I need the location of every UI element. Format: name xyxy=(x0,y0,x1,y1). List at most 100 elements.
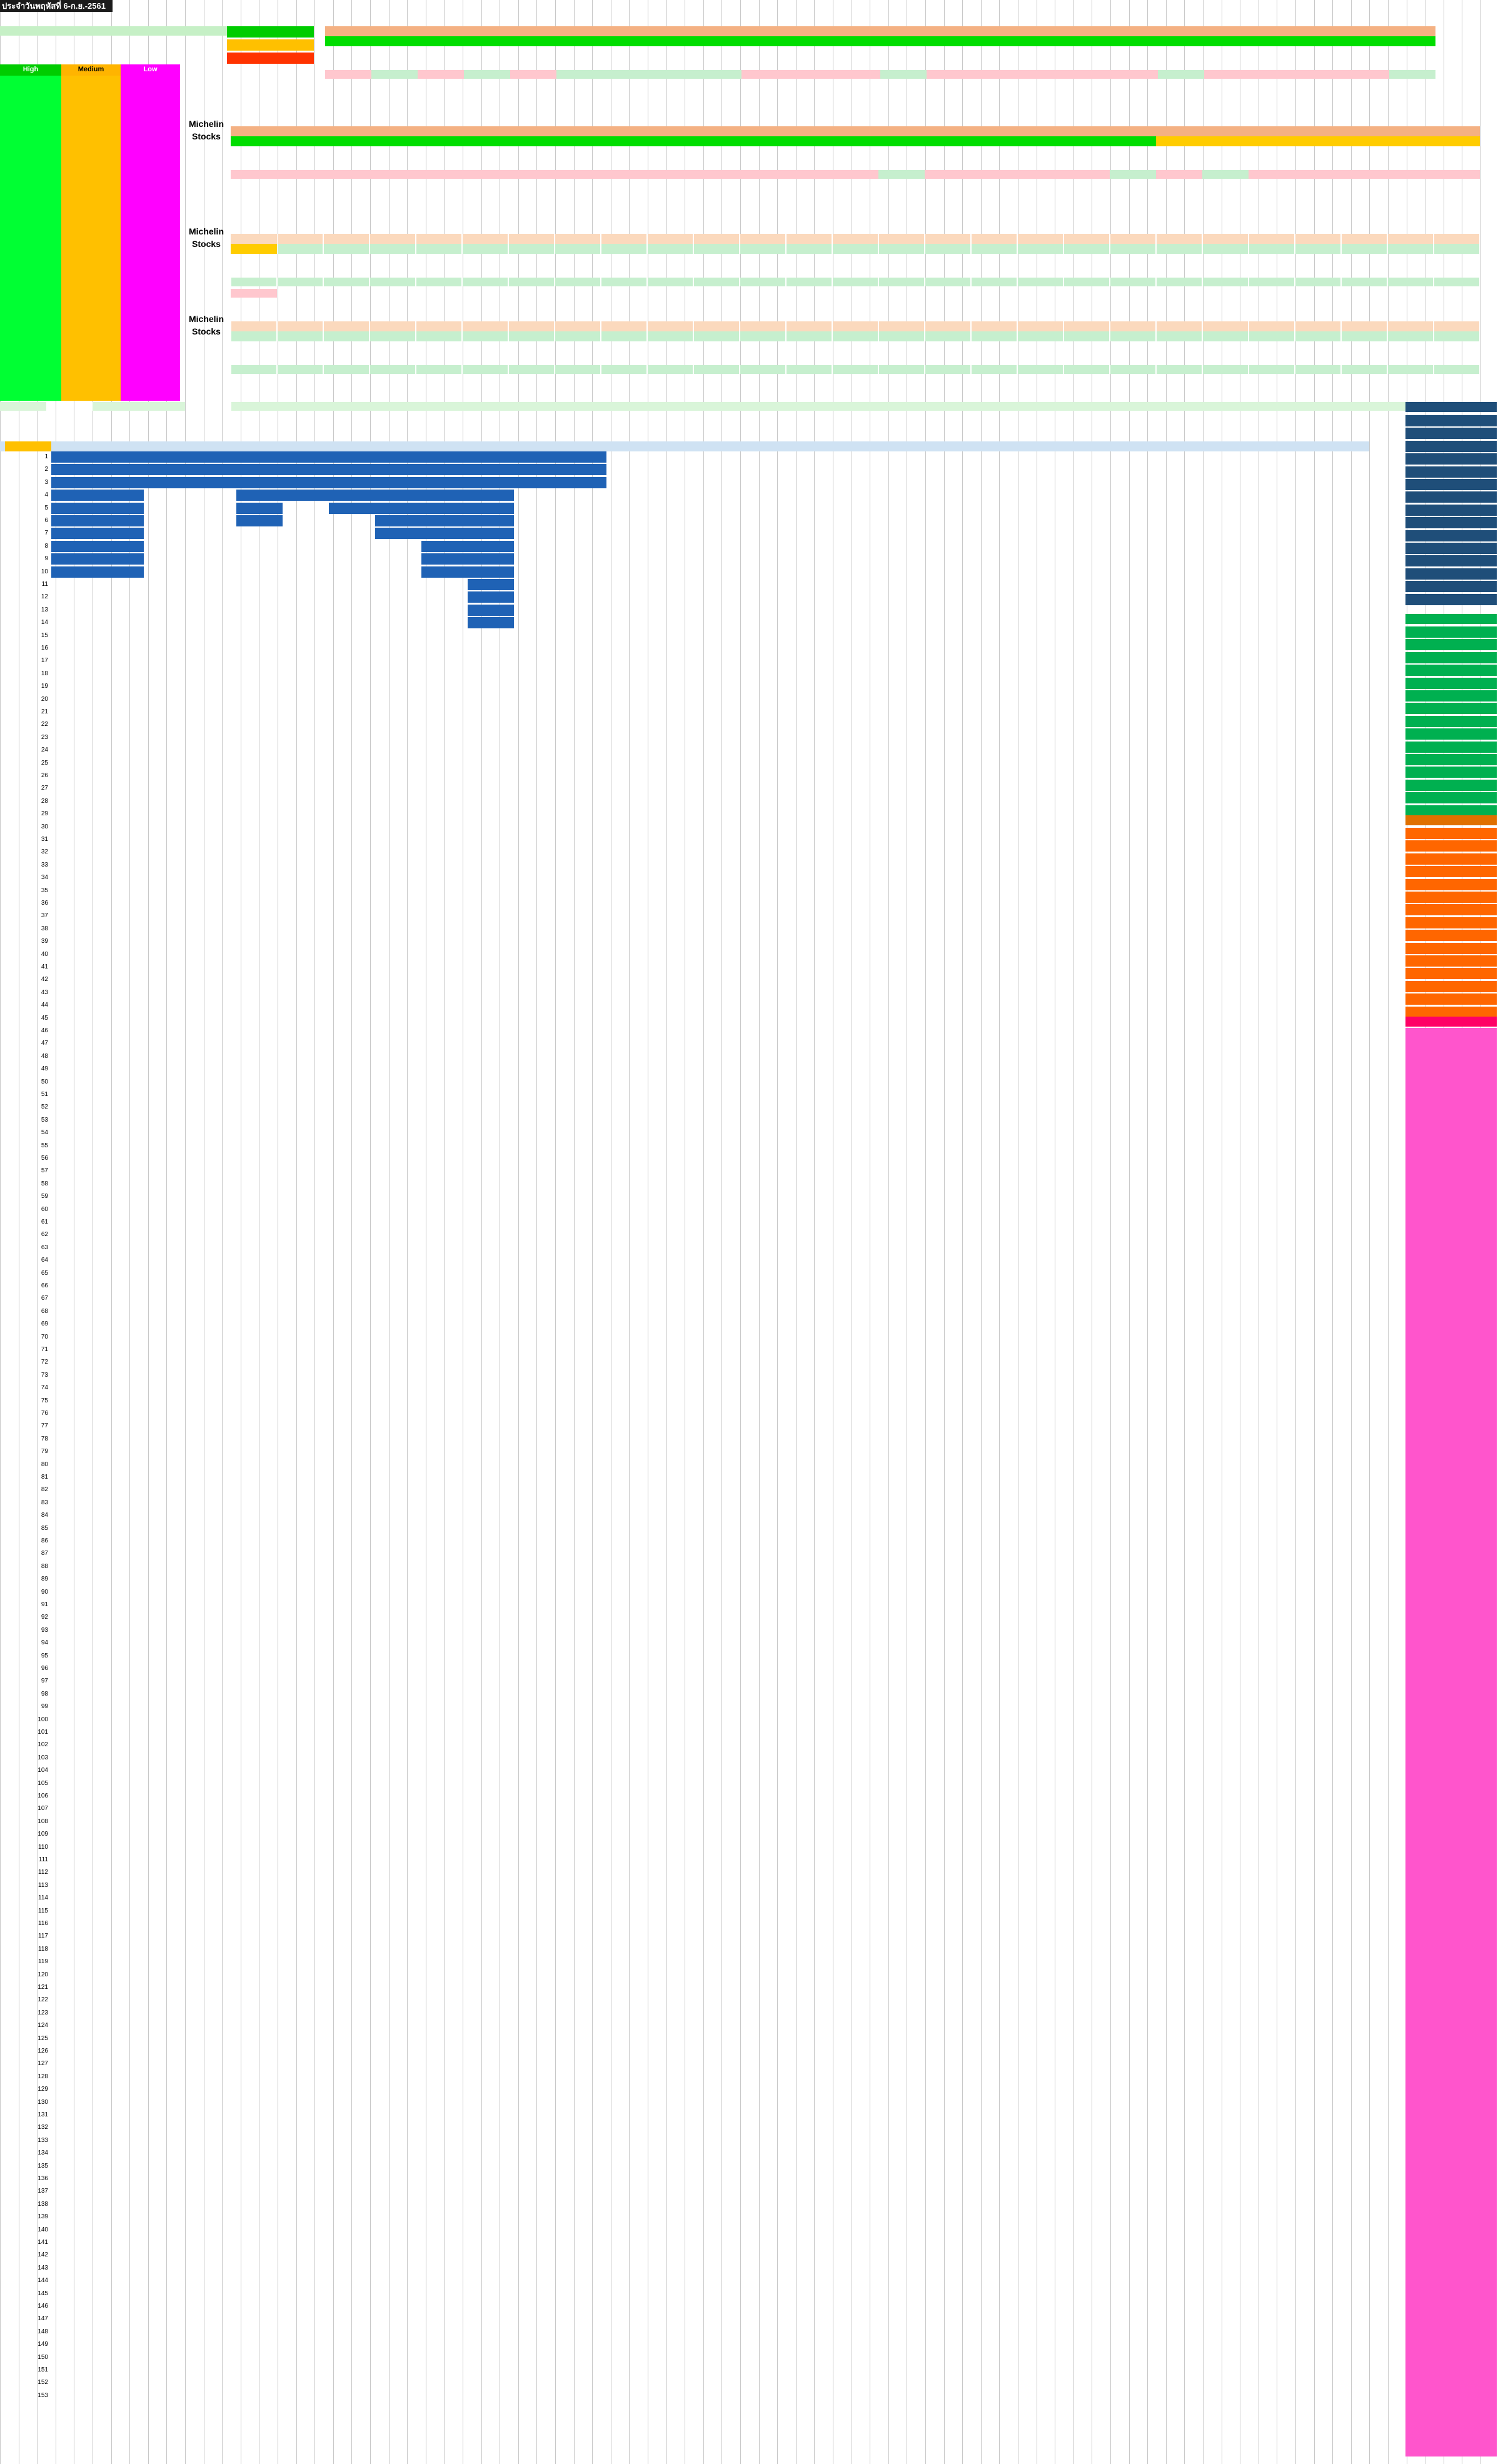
stock-cell[interactable] xyxy=(190,490,236,501)
warrant-symbol[interactable] xyxy=(1405,1591,1451,1602)
stock-cell[interactable] xyxy=(1208,490,1254,501)
stock-cell[interactable] xyxy=(560,553,606,565)
warrant-symbol[interactable] xyxy=(1405,1374,1451,1385)
warrant-symbol[interactable] xyxy=(1405,1093,1451,1104)
stock-cell[interactable] xyxy=(329,528,375,539)
stock-cell[interactable] xyxy=(606,732,653,743)
warrant-symbol[interactable] xyxy=(1405,1769,1451,1780)
gainer-symbol[interactable] xyxy=(1405,651,1451,663)
stock-cell[interactable] xyxy=(606,770,653,782)
stock-cell[interactable] xyxy=(1162,541,1208,552)
column-header[interactable] xyxy=(977,441,1023,451)
stock-cell[interactable] xyxy=(1115,477,1162,488)
stock-cell[interactable] xyxy=(421,1064,468,1075)
stock-cell[interactable] xyxy=(144,515,190,526)
column-header[interactable] xyxy=(1023,441,1069,451)
stock-cell[interactable] xyxy=(468,604,514,616)
stock-cell[interactable] xyxy=(560,503,606,514)
stock-cell[interactable] xyxy=(236,591,283,603)
stock-cell[interactable] xyxy=(421,783,468,794)
stock-cell[interactable] xyxy=(1300,464,1347,475)
stock-cell[interactable] xyxy=(98,885,144,897)
stock-cell[interactable] xyxy=(1254,490,1300,501)
column-header[interactable] xyxy=(236,441,283,451)
stock-cell[interactable] xyxy=(98,605,144,616)
stock-cell[interactable] xyxy=(745,579,792,590)
stock-cell[interactable] xyxy=(283,643,329,654)
stock-name[interactable] xyxy=(649,26,695,36)
stock-cell[interactable] xyxy=(838,566,884,578)
stock-cell[interactable] xyxy=(375,553,421,565)
warrant-symbol[interactable] xyxy=(1405,1080,1451,1092)
stock-cell[interactable] xyxy=(98,796,144,807)
stock-cell[interactable] xyxy=(699,464,745,475)
stock-cell[interactable] xyxy=(560,528,606,539)
stock-cell[interactable] xyxy=(606,745,653,756)
stock-cell[interactable] xyxy=(283,719,329,730)
stock-cell[interactable] xyxy=(329,732,375,743)
stock-cell[interactable] xyxy=(745,503,792,514)
stock-cell[interactable] xyxy=(1162,490,1208,501)
stock-cell[interactable] xyxy=(745,681,792,692)
stock-cell[interactable] xyxy=(468,579,514,590)
stock-name[interactable] xyxy=(1343,26,1389,36)
stock-cell[interactable] xyxy=(977,515,1023,526)
stock-name[interactable] xyxy=(834,26,880,36)
warrant-symbol[interactable] xyxy=(1405,1424,1451,1436)
stock-cell[interactable] xyxy=(606,643,653,654)
stock-cell[interactable] xyxy=(745,591,792,603)
sector-item[interactable] xyxy=(1,90,59,101)
stock-cell[interactable] xyxy=(421,1000,468,1011)
stock-cell[interactable] xyxy=(329,490,375,501)
stock-cell[interactable] xyxy=(745,528,792,539)
index-tab[interactable] xyxy=(231,0,278,11)
stock-cell[interactable] xyxy=(98,515,144,526)
column-header[interactable] xyxy=(421,441,468,451)
stock-cell[interactable] xyxy=(98,834,144,845)
stock-name[interactable] xyxy=(1204,26,1250,36)
stock-cell[interactable] xyxy=(236,490,283,501)
warrant-symbol[interactable] xyxy=(1405,1067,1451,1079)
stock-name[interactable] xyxy=(277,126,323,136)
stock-cell[interactable] xyxy=(468,490,514,501)
stock-cell[interactable] xyxy=(606,694,653,705)
stock-cell[interactable] xyxy=(98,707,144,718)
stock-cell[interactable] xyxy=(1162,553,1208,565)
stock-cell[interactable] xyxy=(514,451,560,463)
stock-cell[interactable] xyxy=(190,451,236,463)
stock-cell[interactable] xyxy=(745,694,792,705)
stock-cell[interactable] xyxy=(514,553,560,565)
stock-cell[interactable] xyxy=(421,1536,468,1547)
stock-cell[interactable] xyxy=(606,655,653,666)
stock-cell[interactable] xyxy=(1208,477,1254,488)
stock-cell[interactable] xyxy=(653,451,699,463)
stock-cell[interactable] xyxy=(190,566,236,578)
stock-cell[interactable] xyxy=(375,630,421,641)
stock-cell[interactable] xyxy=(144,451,190,463)
sector-item[interactable] xyxy=(1,127,59,138)
stock-cell[interactable] xyxy=(421,1140,468,1152)
stock-cell[interactable] xyxy=(51,515,98,526)
stock-cell[interactable] xyxy=(1162,528,1208,539)
stock-cell[interactable] xyxy=(1115,541,1162,552)
stock-name[interactable] xyxy=(927,26,973,36)
column-header[interactable] xyxy=(98,441,144,451)
sector-item[interactable] xyxy=(1,214,59,225)
stock-cell[interactable] xyxy=(1023,566,1069,578)
stock-cell[interactable] xyxy=(421,1013,468,1024)
stock-cell[interactable] xyxy=(653,553,699,565)
stock-cell[interactable] xyxy=(1023,451,1069,463)
loser-symbol[interactable] xyxy=(1405,828,1451,839)
stock-cell[interactable] xyxy=(421,1217,468,1228)
stock-cell[interactable] xyxy=(375,451,421,463)
stock-cell[interactable] xyxy=(1208,503,1254,514)
stock-cell[interactable] xyxy=(421,476,468,488)
stock-cell[interactable] xyxy=(375,579,421,590)
stock-name[interactable] xyxy=(1295,126,1341,136)
stock-cell[interactable] xyxy=(1162,477,1208,488)
stock-cell[interactable] xyxy=(421,834,468,845)
stock-cell[interactable] xyxy=(699,490,745,501)
stock-cell[interactable] xyxy=(329,605,375,616)
gainer-symbol[interactable] xyxy=(1405,754,1451,765)
stock-cell[interactable] xyxy=(421,1127,468,1139)
